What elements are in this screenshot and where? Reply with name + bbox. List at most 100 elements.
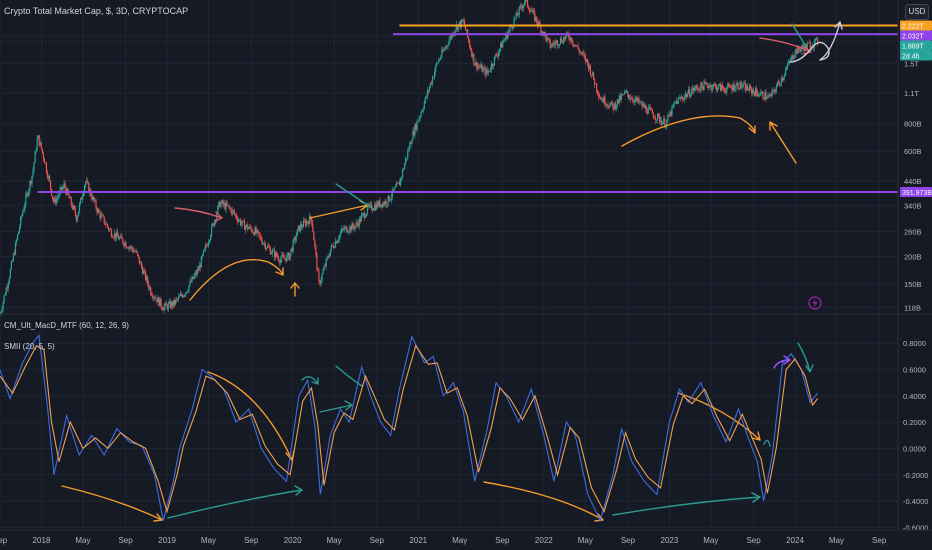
x-tick-label: May bbox=[578, 536, 593, 545]
oscillator-pane[interactable] bbox=[0, 333, 819, 523]
candle-body bbox=[392, 189, 394, 191]
candle-body bbox=[695, 85, 697, 89]
candle-body bbox=[58, 195, 60, 197]
candle-body bbox=[127, 247, 129, 249]
candle-body bbox=[791, 55, 793, 58]
candle-body bbox=[727, 84, 729, 89]
candle-body bbox=[593, 79, 596, 85]
candle-body bbox=[328, 256, 330, 258]
candle-body bbox=[495, 54, 498, 56]
candle-body bbox=[461, 19, 464, 22]
candle-body bbox=[5, 287, 7, 295]
candle-body bbox=[44, 162, 47, 164]
arrow-teal-osc-1[interactable] bbox=[167, 485, 303, 519]
horizontal-lines[interactable] bbox=[0, 24, 898, 194]
candle-body bbox=[604, 96, 606, 105]
candle-body bbox=[317, 269, 319, 271]
arrow-teal-1[interactable] bbox=[335, 183, 376, 211]
candle-body bbox=[485, 69, 487, 75]
candle-body bbox=[196, 269, 198, 275]
arrow-red-1[interactable] bbox=[174, 207, 223, 222]
candle-body bbox=[329, 249, 331, 257]
arrow-red-2[interactable] bbox=[759, 37, 812, 55]
osc-tick-label: 0.8000 bbox=[903, 339, 926, 348]
candle-body bbox=[334, 241, 337, 248]
candle-body bbox=[659, 115, 661, 123]
candle-body bbox=[185, 292, 187, 295]
candle-body bbox=[285, 258, 287, 262]
candle-body bbox=[77, 211, 80, 217]
arrow-orange-2-stroke bbox=[290, 282, 300, 297]
candle-body bbox=[237, 220, 240, 222]
candle-body bbox=[755, 88, 757, 96]
candle-body bbox=[720, 84, 723, 91]
arrow-teal-osc-5[interactable] bbox=[612, 492, 761, 516]
indicator-title-smii[interactable]: SMII (20, 5, 5) bbox=[4, 342, 55, 351]
candle-body bbox=[19, 226, 21, 232]
candle-body bbox=[537, 22, 539, 26]
arrow-orange-osc-2[interactable] bbox=[61, 485, 163, 522]
candle-body bbox=[256, 229, 258, 233]
arrow-teal-osc-3[interactable] bbox=[319, 400, 353, 413]
candle-body bbox=[116, 231, 118, 239]
currency-button[interactable]: USD bbox=[905, 4, 929, 20]
arrow-teal-osc-4[interactable] bbox=[335, 365, 363, 387]
arrow-orange-osc-3[interactable] bbox=[483, 481, 604, 522]
candle-body bbox=[605, 104, 607, 106]
x-tick-label: 2022 bbox=[535, 536, 553, 545]
arrow-orange-osc-4[interactable] bbox=[677, 392, 761, 441]
arrow-teal-osc-7[interactable] bbox=[797, 342, 814, 373]
candle-body bbox=[662, 122, 664, 125]
candle-body bbox=[230, 208, 232, 214]
candle-body bbox=[200, 256, 202, 268]
price-tick-label: 260B bbox=[904, 227, 922, 236]
candle-body bbox=[706, 83, 708, 86]
candle-body bbox=[772, 89, 774, 91]
candle-body bbox=[431, 77, 434, 84]
arrow-orange-1[interactable] bbox=[189, 258, 284, 301]
arrow-white-forecast[interactable] bbox=[789, 21, 843, 63]
arrow-blue-osc-1[interactable] bbox=[773, 355, 791, 369]
candle-body bbox=[31, 175, 33, 184]
candle-body bbox=[157, 297, 159, 303]
candle-body bbox=[0, 311, 2, 315]
candle-body bbox=[412, 130, 414, 141]
price-tick-label: 118B bbox=[904, 303, 921, 312]
candle-body bbox=[547, 37, 549, 39]
candle-body bbox=[202, 251, 204, 256]
lightning-icon[interactable] bbox=[808, 296, 822, 310]
arrow-orange-osc-2-stroke bbox=[61, 485, 163, 522]
candle-body bbox=[3, 295, 5, 302]
arrow-teal-2[interactable] bbox=[791, 23, 807, 48]
candle-body bbox=[653, 117, 656, 119]
x-tick-label: May bbox=[829, 536, 844, 545]
candle-body bbox=[149, 287, 151, 289]
candle-body bbox=[545, 35, 547, 42]
arrow-orange-2[interactable] bbox=[290, 282, 300, 297]
candle-body bbox=[363, 212, 365, 218]
candle-body bbox=[479, 66, 481, 68]
candle-body bbox=[91, 196, 93, 200]
arrow-red-2-stroke bbox=[759, 37, 812, 55]
candle-body bbox=[788, 62, 790, 64]
arrow-teal-osc-6[interactable] bbox=[763, 439, 771, 447]
arrow-teal-osc-2[interactable] bbox=[301, 376, 319, 385]
arrow-orange-4[interactable] bbox=[621, 115, 756, 147]
candle-body bbox=[813, 40, 816, 48]
indicator-title-macd[interactable]: CM_Ult_MacD_MTF (60, 12, 26, 9) bbox=[4, 321, 129, 330]
symbol-title[interactable]: Crypto Total Market Cap, $, 3D, CRYPTOCA… bbox=[4, 6, 188, 16]
candle-body bbox=[10, 261, 12, 270]
candle-body bbox=[564, 37, 566, 40]
candle-body bbox=[84, 185, 86, 193]
arrow-orange-5[interactable] bbox=[769, 121, 797, 164]
candle-body bbox=[619, 95, 622, 100]
candle-body bbox=[383, 202, 385, 205]
drawing-annotations[interactable] bbox=[61, 21, 843, 522]
arrow-teal-osc-4-stroke bbox=[335, 365, 363, 387]
candle-body bbox=[711, 87, 713, 90]
candle-body bbox=[158, 297, 160, 306]
candle-body bbox=[354, 226, 356, 230]
candle-body bbox=[627, 91, 629, 95]
candle-body bbox=[539, 21, 541, 26]
price-pane[interactable] bbox=[0, 0, 819, 317]
